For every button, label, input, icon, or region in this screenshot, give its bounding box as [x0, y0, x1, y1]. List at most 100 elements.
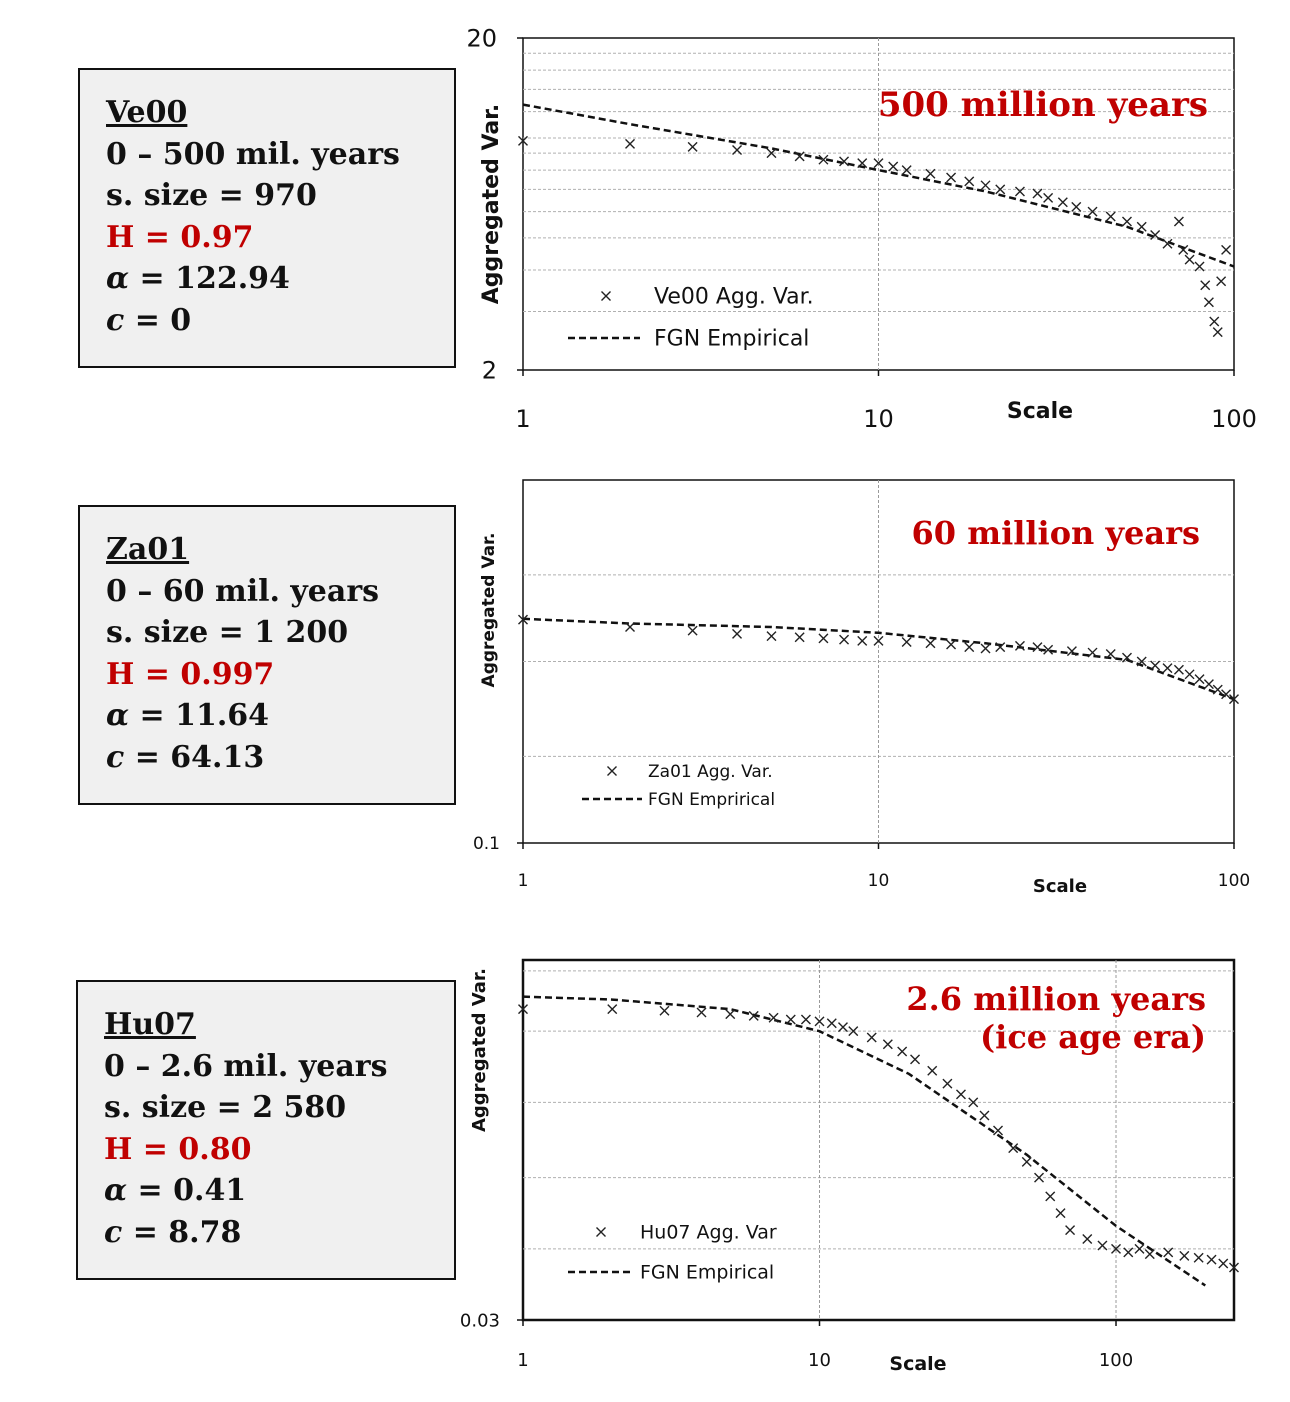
data-point-marker — [1209, 316, 1220, 327]
x-tick-label: 1 — [515, 405, 530, 433]
data-point-marker — [794, 632, 805, 643]
data-point-marker — [925, 638, 936, 649]
alpha-value: = 11.64 — [129, 698, 270, 733]
x-tick-label: 10 — [808, 1350, 831, 1371]
data-point-marker — [800, 1014, 811, 1025]
data-point-marker — [1087, 206, 1098, 217]
data-point-marker — [518, 614, 528, 625]
data-point-marker — [768, 1012, 779, 1023]
x-tick-label: 10 — [868, 871, 890, 891]
data-point-marker — [901, 637, 912, 648]
data-point-marker — [687, 141, 698, 152]
data-point-marker — [785, 1014, 796, 1025]
alpha-symbol: α — [106, 698, 130, 733]
sample-size: s. size = 2 580 — [104, 1090, 347, 1125]
data-point-marker — [659, 1005, 670, 1016]
data-point-marker — [1162, 238, 1173, 249]
data-point-marker — [732, 628, 743, 639]
era-annotation: 60 million years — [912, 514, 1200, 552]
data-point-marker — [1097, 1240, 1108, 1251]
c-symbol: c — [106, 302, 125, 338]
x-axis-label: Scale — [889, 1353, 946, 1375]
data-point-marker — [1121, 652, 1132, 663]
info-box-hu07: Hu07 0 – 2.6 mil. years s. size = 2 580 … — [76, 980, 456, 1280]
data-point-marker — [839, 156, 850, 167]
data-point-marker — [1163, 1247, 1174, 1258]
x-axis-label: Scale — [1033, 876, 1087, 897]
data-point-marker — [1043, 644, 1054, 655]
x-tick-label: 10 — [863, 405, 894, 433]
data-point-marker — [866, 1032, 877, 1043]
alpha-value: = 0.41 — [127, 1173, 247, 1208]
dataset-name: Ve00 — [106, 95, 188, 130]
data-point-marker — [687, 625, 698, 636]
data-point-marker — [1184, 254, 1195, 265]
fgn-fit-line — [522, 617, 1235, 701]
x-tick-label: 1 — [517, 1350, 528, 1371]
data-point-marker — [1045, 1191, 1056, 1202]
data-point-marker — [1055, 1208, 1066, 1219]
data-point-marker — [1034, 1172, 1045, 1183]
y-tick-label: 2 — [482, 356, 497, 384]
y-axis-label: Aggregated Var. — [479, 104, 504, 304]
alpha-value: = 122.94 — [129, 261, 290, 296]
data-point-marker — [1082, 1234, 1093, 1245]
data-point-marker — [848, 1026, 859, 1037]
fgn-fit-line — [522, 103, 1235, 268]
data-point-marker — [1121, 216, 1132, 227]
x-axis-label: Scale — [1007, 399, 1073, 424]
data-point-marker — [725, 1009, 736, 1020]
y-tick-label: 20 — [466, 24, 497, 52]
data-point-marker — [1105, 211, 1116, 222]
dataset-name: Hu07 — [104, 1007, 196, 1042]
alpha-symbol: α — [104, 1173, 128, 1208]
era-annotation: (ice age era) — [980, 1018, 1206, 1056]
x-tick-label: 100 — [1218, 871, 1250, 891]
chart-ve00: 1 10 100 2 20 Scale Aggregated Var. 500 million… — [466, 24, 1257, 433]
data-point-marker — [925, 168, 936, 179]
data-point-marker — [1178, 244, 1189, 255]
hurst-value: H = 0.80 — [104, 1131, 252, 1167]
data-point-marker — [625, 621, 636, 632]
data-point-marker — [766, 148, 777, 159]
data-point-marker — [873, 158, 884, 169]
time-range: 0 – 60 mil. years — [106, 573, 380, 609]
era-annotation: 2.6 million years — [906, 980, 1206, 1018]
alpha-value-line: α = 122.94 — [106, 258, 454, 300]
c-symbol: c — [104, 1214, 123, 1250]
data-point-marker — [946, 639, 957, 650]
data-point-marker — [814, 1016, 825, 1027]
data-point-marker — [696, 1007, 707, 1018]
data-point-marker — [910, 1054, 921, 1065]
data-point-marker — [826, 1018, 837, 1029]
chart-hu07: 1 10 100 0.03 Scale Aggregated Var. 2.6 millio… — [460, 958, 1239, 1375]
data-point-marker — [1203, 297, 1214, 308]
data-point-marker — [1212, 327, 1223, 338]
legend-label-fit: FGN Empirical — [654, 327, 809, 352]
legend-label-data: Hu07 Agg. Var — [640, 1222, 777, 1244]
legend-marker-x — [607, 766, 617, 776]
data-point-marker — [927, 1065, 938, 1076]
legend-label-data: Ve00 Agg. Var. — [654, 285, 814, 310]
data-point-marker — [946, 172, 957, 183]
data-point-marker — [1087, 647, 1098, 658]
data-point-marker — [1162, 663, 1173, 674]
data-point-marker — [1134, 1243, 1145, 1254]
data-point-marker — [979, 1110, 990, 1121]
data-point-marker — [888, 161, 899, 172]
data-point-marker — [1057, 197, 1068, 208]
data-point-marker — [839, 634, 850, 645]
data-point-marker — [794, 151, 805, 162]
x-tick-label: 100 — [1211, 405, 1257, 433]
data-point-marker — [980, 643, 991, 654]
data-point-marker — [818, 633, 829, 644]
data-point-marker — [607, 1004, 618, 1015]
data-point-marker — [1212, 684, 1223, 695]
data-point-marker — [1229, 1262, 1239, 1273]
data-point-marker — [1136, 656, 1147, 667]
c-value-line: c = 8.78 — [104, 1212, 454, 1254]
data-point-marker — [1193, 1252, 1204, 1263]
legend-marker-x — [601, 291, 611, 301]
data-point-marker — [964, 176, 975, 187]
data-point-marker — [1071, 201, 1082, 212]
